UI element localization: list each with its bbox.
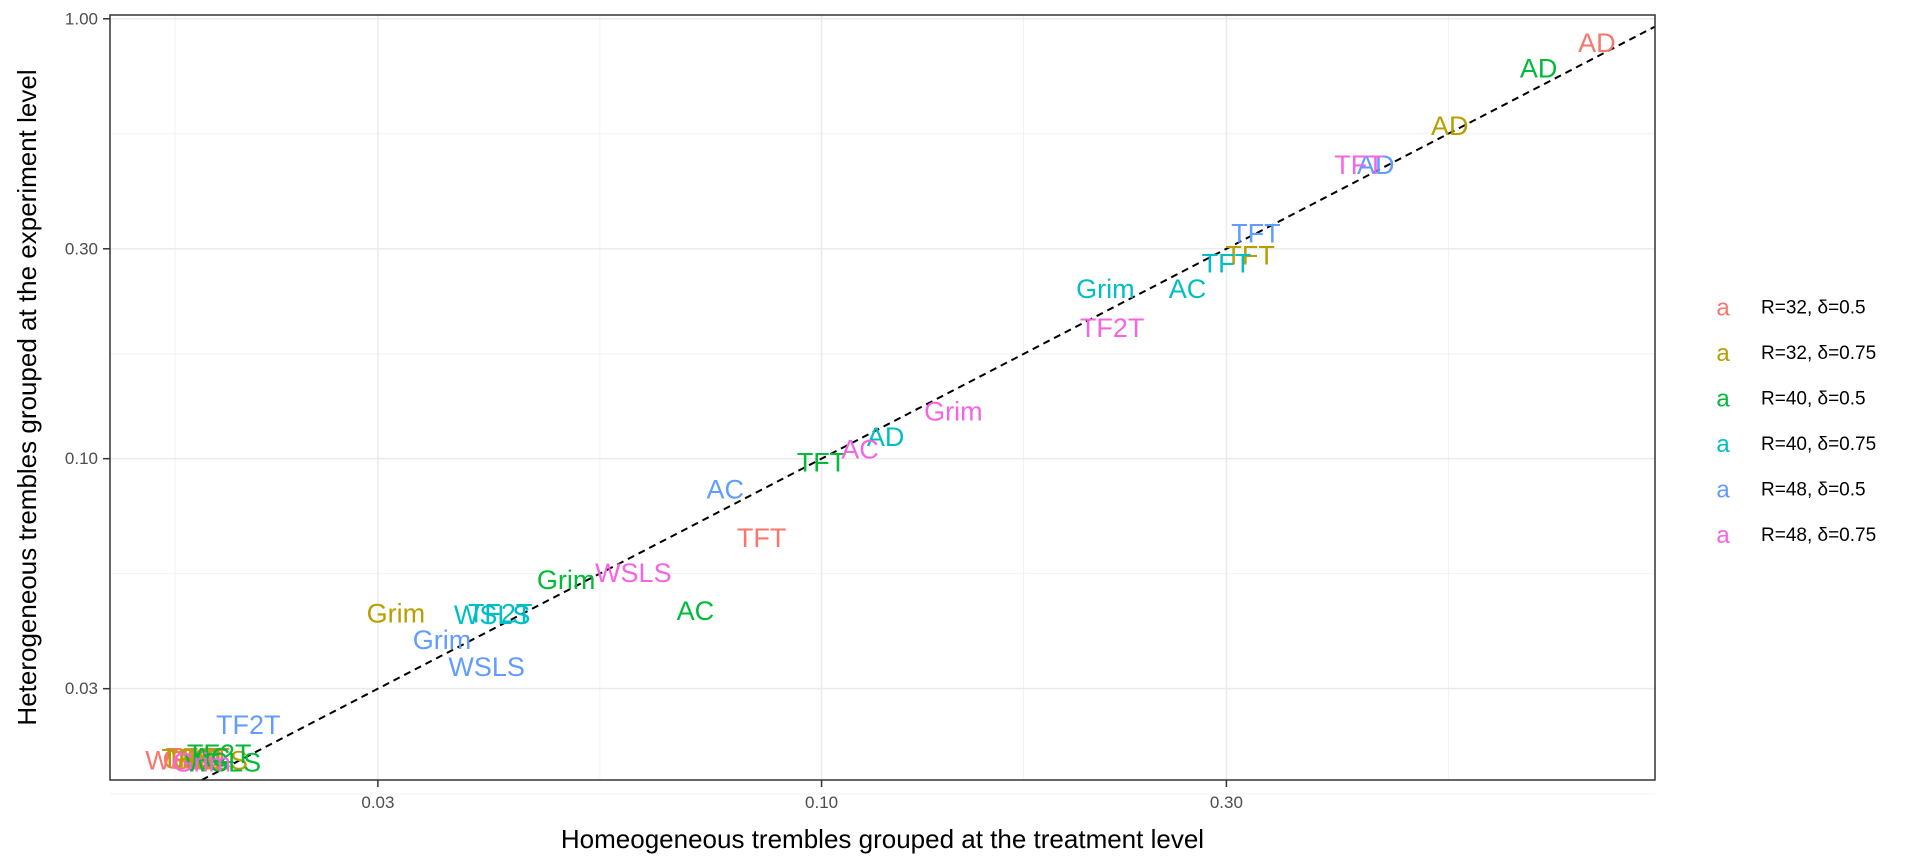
point-label: TF2T [161,744,226,774]
point-label: WSLS [145,745,222,775]
legend-key-glyph: a [1716,340,1730,367]
point-label: AC [1169,274,1207,304]
point-label: AC [677,596,715,626]
point-label: TFT [1202,248,1251,278]
panel-border [109,14,1656,781]
point-label: Grim [924,397,982,427]
point-label: WSLS [454,600,531,630]
point-label: Grim [1076,274,1134,304]
identity-reference-line [201,25,1656,781]
legend: a R=32, δ=0.5 a R=32, δ=0.75 a R=40, δ=0.5 a R=… [1716,295,1876,550]
point-label: Grim [413,625,471,655]
point-label: TF2T [166,743,231,773]
point-label: TFT [1231,218,1280,248]
point-label: Grim [173,747,231,777]
y-axis-ticks: 0.03 0.10 0.30 1.00 [65,9,110,698]
legend-entry-label: R=48, δ=0.5 [1761,480,1866,501]
point-label: AD [1520,54,1558,84]
legend-key-glyph: a [1716,386,1730,413]
point-label: AC [841,434,879,464]
point-label: TF2T [216,710,281,740]
legend-entry-label: R=40, δ=0.5 [1761,389,1866,410]
point-label: TFT [1225,240,1274,270]
legend-entry-label: R=32, δ=0.75 [1761,343,1876,364]
y-tick-label: 0.03 [65,679,98,698]
point-label: TFT [1334,150,1383,180]
point-label: AD [867,422,905,452]
point-label: AC [185,745,223,775]
y-axis-title: Heterogeneous trembles grouped at the ex… [12,69,42,725]
x-tick-label: 0.30 [1210,793,1243,812]
point-label: AC [193,743,231,773]
legend-key-glyph: a [1716,295,1730,322]
minor-gridlines [110,15,1655,795]
point-label: WSLS [185,747,262,777]
x-tick-label: 0.10 [805,793,838,812]
point-label: WSLS [171,745,248,775]
data-labels-layer: ADTFTWSLSGrimTF2TACADTFTGrimTF2TACWSLSAD… [145,28,1615,777]
point-label: Grim [537,565,595,595]
point-label: TF2T [187,739,252,769]
point-label: TF2T [468,598,533,628]
x-axis-ticks: 0.03 0.10 0.30 [361,780,1243,812]
legend-entry-label: R=32, δ=0.5 [1761,298,1866,319]
point-label: WSLS [595,558,672,588]
point-label: AD [1578,28,1616,58]
legend-entry-label: R=40, δ=0.75 [1761,434,1876,455]
legend-key-glyph: a [1716,477,1730,504]
point-label: TFT [797,448,846,478]
point-label: Grim [162,745,220,775]
y-tick-label: 1.00 [65,9,98,28]
legend-key-glyph: a [1716,522,1730,549]
x-tick-label: 0.03 [361,793,394,812]
point-label: AC [183,743,221,773]
point-label: WSLS [448,652,525,682]
point-label: AD [1431,111,1469,141]
x-axis-title: Homeogeneous trembles grouped at the tre… [561,824,1204,854]
y-tick-label: 0.10 [65,449,98,468]
legend-key-glyph: a [1716,431,1730,458]
point-label: TFT [737,523,786,553]
legend-entry-label: R=48, δ=0.75 [1761,525,1876,546]
point-label: AD [1357,150,1395,180]
y-tick-label: 0.30 [65,239,98,258]
major-gridlines [110,15,1655,780]
point-label: Grim [367,598,425,628]
point-label: AC [706,475,744,505]
point-label: TF2T [1080,313,1145,343]
